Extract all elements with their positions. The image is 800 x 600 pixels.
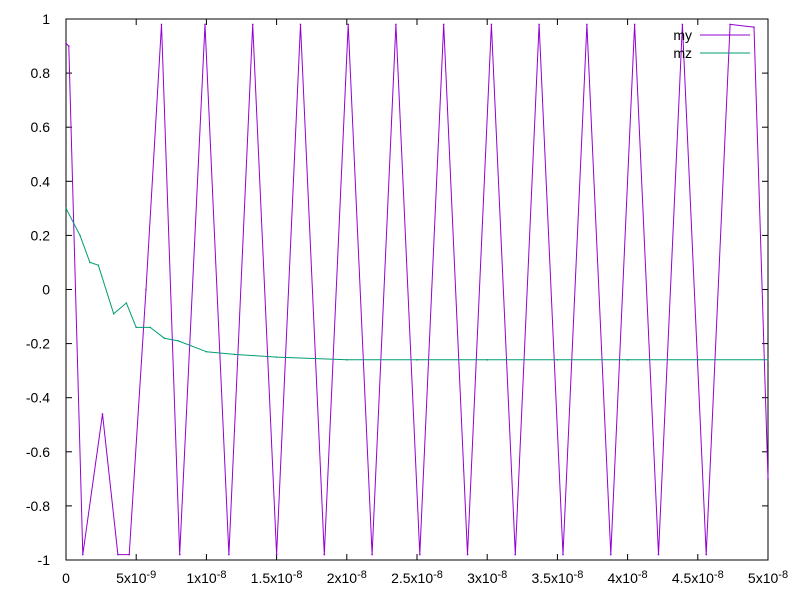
data-point-my — [705, 553, 708, 556]
data-point-my — [729, 23, 731, 26]
data-point-mz — [177, 340, 180, 342]
data-point-mz — [163, 337, 166, 339]
data-point-mz — [89, 261, 91, 264]
x-tick-label: 3x10-8 — [467, 569, 507, 586]
data-point-mz — [79, 234, 81, 237]
data-point-my — [275, 553, 278, 556]
data-point-my — [633, 23, 636, 26]
data-point-my — [562, 553, 564, 556]
y-tick-label: -0.4 — [26, 390, 50, 406]
x-tick-label: 4x10-8 — [608, 569, 648, 586]
data-point-my — [145, 288, 147, 291]
data-point-mz — [205, 350, 208, 353]
data-point-mz — [346, 359, 348, 361]
data-point-mz — [626, 359, 629, 361]
data-point-my — [514, 553, 517, 556]
legend-label-my: my — [673, 27, 692, 43]
data-point-mz — [112, 313, 115, 315]
data-point-my — [101, 413, 104, 415]
data-point-my — [323, 553, 326, 556]
data-point-my — [681, 23, 684, 26]
y-tick-label: 0 — [42, 282, 50, 298]
data-point-mz — [233, 353, 236, 356]
x-tick-label: 1.5x10-8 — [251, 569, 303, 586]
y-tick-label: -0.8 — [26, 498, 50, 514]
y-tick-label: 0.6 — [31, 119, 51, 135]
data-point-my — [753, 26, 755, 28]
data-point-my — [178, 553, 181, 556]
data-point-my — [490, 23, 493, 26]
x-tick-label: 3.5x10-8 — [531, 569, 583, 586]
data-point-my — [442, 23, 445, 26]
x-tick-label: 1x10-8 — [186, 569, 226, 586]
data-point-my — [65, 42, 67, 45]
x-tick-label: 5x10-9 — [116, 569, 156, 586]
series-line-mz — [65, 208, 768, 361]
data-point-my — [609, 553, 612, 556]
x-tick-label: 4.5x10-8 — [672, 569, 724, 586]
data-point-my — [419, 553, 421, 556]
legend: my mz — [673, 27, 750, 61]
data-point-my — [466, 553, 469, 556]
y-axis: -1 -0.8 -0.6 -0.4 -0.2 0 0.2 0.4 0.6 0.8 1 — [26, 11, 768, 568]
y-tick-label: 1 — [42, 11, 50, 27]
data-point-my — [657, 553, 660, 556]
data-point-mz — [275, 356, 278, 358]
series-layer — [65, 23, 769, 556]
y-tick-label: 0.2 — [31, 227, 51, 243]
data-point-my — [347, 23, 350, 26]
data-point-my — [228, 553, 230, 556]
data-point-mz — [97, 264, 100, 266]
data-point-my — [68, 45, 70, 47]
data-point-mz — [556, 359, 559, 361]
data-point-my — [538, 23, 540, 26]
x-tick-label: 2x10-8 — [327, 569, 367, 586]
series-line-my — [65, 23, 769, 556]
y-tick-label: -0.2 — [26, 336, 50, 352]
y-tick-label: -0.6 — [26, 444, 50, 460]
data-point-my — [767, 478, 769, 480]
x-tick-label: 2.5x10-8 — [391, 569, 443, 586]
x-tick-label: 5x10-8 — [748, 569, 788, 586]
data-point-my — [371, 553, 373, 556]
plot-frame — [65, 18, 769, 561]
data-point-my — [395, 23, 397, 26]
y-tick-label: 0.8 — [31, 65, 51, 81]
x-axis: 0 5x10-9 1x10-8 1.5x10-8 2x10-8 2.5x10-8 3x10-… — [62, 19, 788, 586]
data-point-my — [299, 23, 302, 26]
data-point-my — [117, 553, 119, 556]
data-point-mz — [697, 359, 699, 361]
data-point-mz — [149, 326, 152, 329]
data-point-mz — [767, 359, 769, 361]
data-point-my — [128, 553, 130, 556]
data-point-my — [251, 23, 254, 26]
data-point-my — [586, 23, 588, 26]
data-point-mz — [135, 326, 137, 329]
data-point-my — [160, 23, 163, 26]
x-tick-label: 0 — [62, 570, 70, 586]
data-point-mz — [65, 207, 67, 210]
data-point-my — [204, 23, 206, 26]
data-point-mz — [486, 359, 489, 361]
data-point-mz — [125, 302, 128, 304]
data-point-my — [82, 553, 84, 556]
y-tick-label: -1 — [38, 552, 51, 568]
y-tick-label: 0.4 — [31, 173, 51, 189]
data-point-mz — [416, 359, 418, 361]
legend-label-mz: mz — [673, 45, 692, 61]
